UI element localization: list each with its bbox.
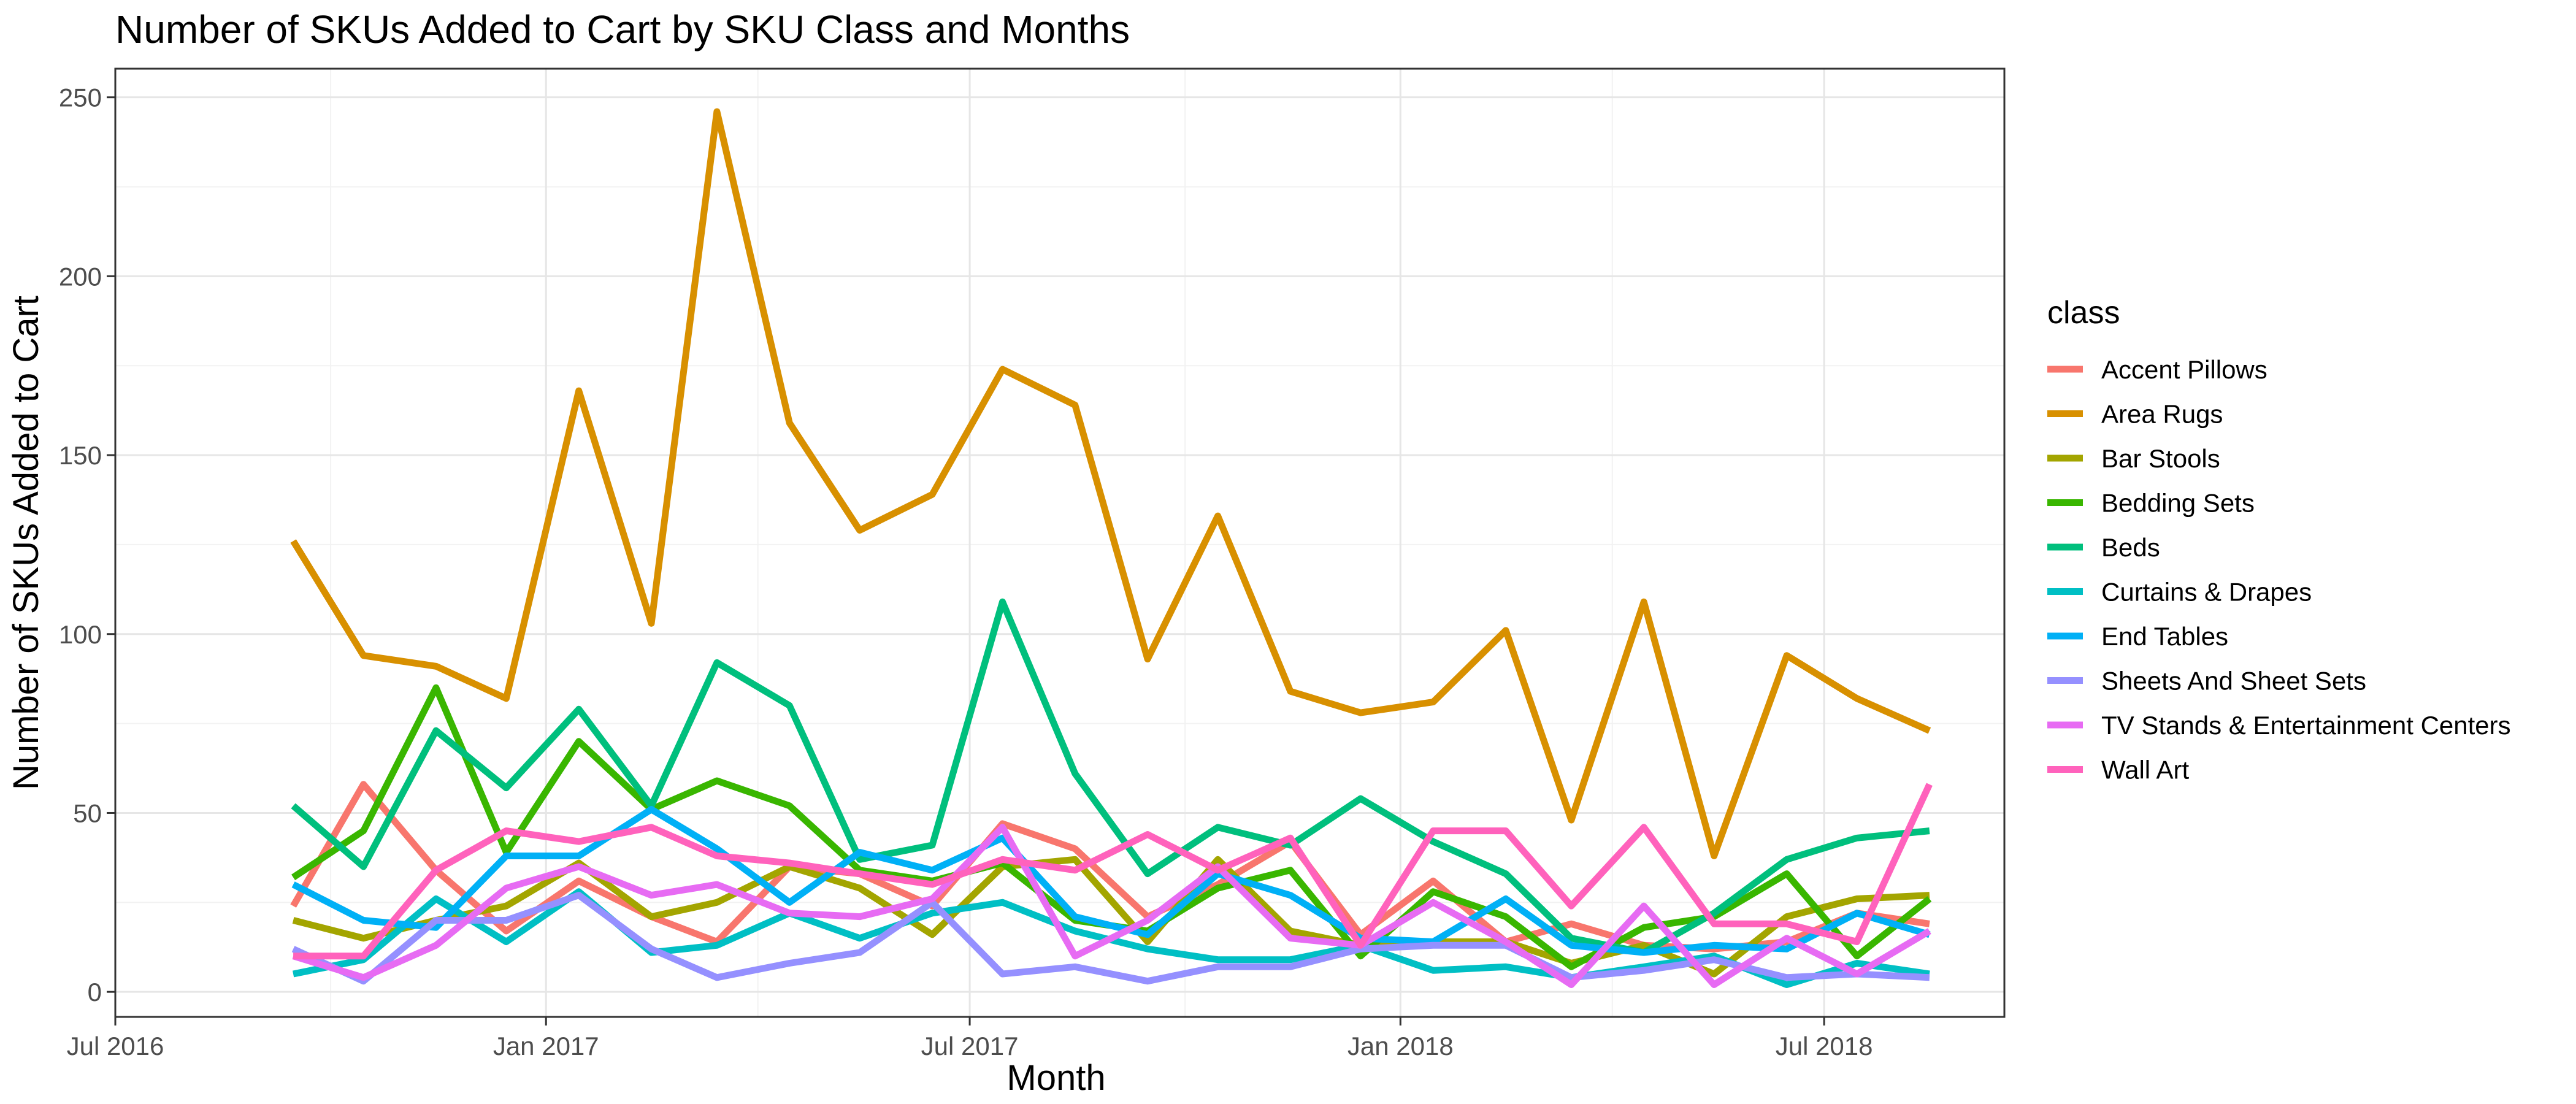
legend-label-beds: Beds — [2101, 533, 2160, 562]
x-tick-label: Jul 2016 — [67, 1032, 164, 1060]
panel-border — [114, 67, 2006, 1018]
x-axis: Jul 2016 Jan 2017 Jul 2017 Jan 2018 Jul 2018 — [67, 1017, 1873, 1060]
y-axis: 0 50 100 150 200 250 — [59, 83, 115, 1006]
legend-label-area-rugs: Area Rugs — [2101, 400, 2223, 429]
legend-label-sheets-and-sheet-sets: Sheets And Sheet Sets — [2101, 667, 2366, 696]
x-tick-label: Jul 2018 — [1776, 1032, 1873, 1060]
y-tick-label: 100 — [59, 620, 102, 649]
series-line-area-rugs — [290, 108, 1931, 859]
legend-label-tv-stands-entertainment-centers: TV Stands & Entertainment Centers — [2101, 711, 2511, 740]
legend-items: Accent Pillows Area Rugs Bar Stools Bedding… — [2047, 355, 2511, 784]
legend: class Accent Pillows Area Rugs Bar Stools B… — [2047, 295, 2511, 784]
legend-label-bedding-sets: Bedding Sets — [2101, 489, 2255, 518]
chart-title: Number of SKUs Added to Cart by SKU Clas… — [115, 7, 1130, 52]
y-axis-title: Number of SKUs Added to Cart — [6, 296, 46, 790]
series-line-sheets-and-sheet-sets — [291, 892, 1930, 985]
legend-label-end-tables: End Tables — [2101, 622, 2228, 651]
panel-background — [115, 69, 2004, 1017]
legend-label-wall-art: Wall Art — [2101, 756, 2189, 784]
legend-label-accent-pillows: Accent Pillows — [2101, 355, 2267, 384]
y-tick-label: 50 — [73, 799, 102, 827]
major-gridlines — [114, 69, 2004, 1017]
y-tick-label: 200 — [59, 262, 102, 291]
series-line-end-tables — [291, 806, 1931, 956]
legend-title: class — [2047, 295, 2120, 331]
x-tick-label: Jul 2017 — [921, 1032, 1019, 1060]
plot-panel — [114, 67, 2006, 1018]
x-tick-label: Jan 2017 — [493, 1032, 599, 1060]
series-lines — [290, 108, 1933, 988]
series-line-tv-stands-entertainment-centers — [292, 824, 1931, 988]
y-tick-label: 150 — [59, 441, 102, 470]
legend-label-curtains-drapes: Curtains & Drapes — [2101, 578, 2312, 607]
y-tick-label: 250 — [59, 83, 102, 112]
y-tick-label: 0 — [88, 978, 102, 1006]
series-line-wall-art — [293, 783, 1933, 960]
legend-label-bar-stools: Bar Stools — [2101, 444, 2220, 473]
series-line-beds — [291, 598, 1930, 956]
x-tick-label: Jan 2018 — [1347, 1032, 1454, 1060]
x-axis-title: Month — [1006, 1058, 1105, 1098]
